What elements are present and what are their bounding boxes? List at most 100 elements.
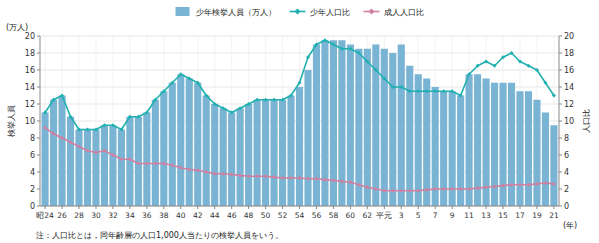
marker [230, 111, 234, 115]
bar [42, 113, 49, 207]
marker [213, 172, 217, 176]
tick-label: 昭24 [36, 211, 54, 220]
tick-label: 32 [108, 211, 118, 220]
tick-label: 5 [416, 211, 421, 220]
bar [432, 87, 439, 206]
tick-label: 34 [125, 211, 135, 220]
marker [153, 98, 157, 102]
marker [518, 183, 522, 187]
tick [129, 206, 130, 209]
marker [416, 189, 420, 193]
marker [331, 179, 335, 183]
marker [255, 98, 259, 102]
marker [170, 163, 174, 167]
legend-item: 成人人口比 [364, 8, 424, 17]
marker [467, 72, 471, 76]
tick [282, 206, 283, 209]
marker [425, 188, 429, 192]
bar [474, 74, 481, 206]
chart: 0246810121416182002468101214161820昭24262… [0, 0, 599, 243]
marker [264, 174, 268, 178]
tick-label: 7 [433, 211, 438, 220]
legend-label: 少年検挙人員（万人） [196, 8, 276, 17]
bar [84, 130, 91, 207]
marker [128, 115, 132, 119]
tick-label: 14 [25, 83, 35, 92]
bar [287, 96, 294, 207]
bar [211, 104, 218, 206]
tick [214, 206, 215, 209]
tick [37, 172, 40, 173]
tick-label: 9 [450, 211, 455, 220]
tick-label: 60 [346, 211, 356, 220]
marker [238, 173, 242, 177]
tick-label: 10 [25, 117, 35, 126]
marker [111, 123, 115, 127]
marker [374, 187, 378, 191]
tick-label: 52 [278, 211, 288, 220]
marker [264, 98, 268, 102]
marker [552, 182, 556, 186]
tick [37, 155, 40, 156]
tick [384, 206, 385, 209]
marker [425, 89, 429, 93]
marker [374, 68, 378, 72]
tick [62, 206, 63, 209]
bar [466, 74, 473, 206]
marker [119, 157, 123, 161]
legend-label: 少年人口比 [310, 8, 350, 17]
tick-label: 0 [30, 202, 35, 211]
bar [262, 100, 269, 206]
bar [50, 100, 57, 206]
marker [247, 174, 251, 178]
marker [484, 60, 488, 64]
marker [213, 102, 217, 106]
tick-label: 36 [142, 211, 152, 220]
marker [543, 81, 547, 85]
marker [145, 162, 149, 166]
tick [197, 206, 198, 209]
marker [60, 136, 64, 140]
tick [559, 70, 562, 71]
tick-label: 54 [295, 211, 305, 220]
marker [314, 177, 318, 181]
marker [365, 185, 369, 189]
tick-label: 10 [564, 117, 574, 126]
tick-label: 13 [481, 211, 491, 220]
bar [237, 108, 244, 206]
tick [559, 206, 562, 207]
tick [37, 53, 40, 54]
marker [365, 60, 369, 64]
marker [289, 176, 293, 180]
tick-label: 8 [564, 134, 569, 143]
marker [340, 47, 344, 51]
line [45, 40, 554, 129]
bar [398, 45, 405, 207]
marker [170, 81, 174, 85]
tick-label: 4 [564, 168, 569, 177]
bar [194, 83, 201, 206]
tick [37, 36, 40, 37]
tick-label: 62 [363, 211, 373, 220]
bar [279, 100, 286, 206]
marker [119, 128, 123, 132]
tick [95, 206, 96, 209]
marker [196, 168, 200, 172]
bar [143, 113, 150, 207]
marker [281, 176, 285, 180]
tick [435, 206, 436, 209]
tick [559, 36, 562, 37]
marker [230, 173, 234, 177]
tick-label: 6 [564, 151, 569, 160]
tick [146, 206, 147, 209]
tick-label: 56 [312, 211, 322, 220]
tick [79, 206, 80, 209]
marker [179, 72, 183, 76]
marker [510, 183, 514, 187]
tick [559, 138, 562, 139]
marker [238, 106, 242, 110]
marker [69, 140, 73, 144]
legend-marker [295, 9, 301, 15]
marker [314, 43, 318, 47]
legend-marker [369, 9, 375, 15]
